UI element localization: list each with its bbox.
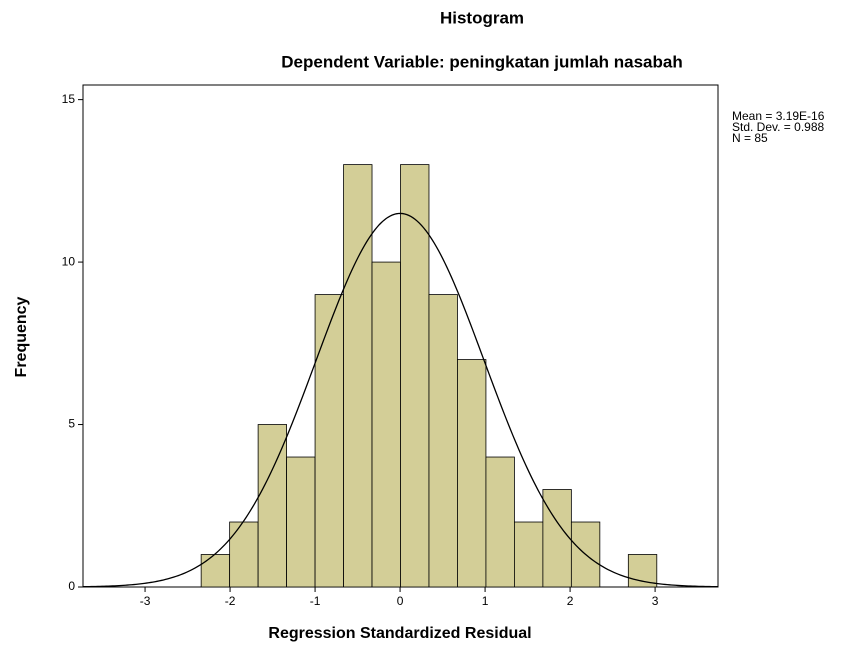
stats-label: N = 85	[732, 131, 768, 145]
stats-label: Mean = 3.19E-16	[732, 109, 825, 123]
y-tick-label: 5	[68, 417, 75, 431]
x-tick-label: -2	[225, 594, 236, 608]
bar	[400, 164, 430, 588]
y-tick-label: 15	[62, 92, 76, 106]
y-tick-label: 0	[68, 579, 75, 593]
x-tick-label: 2	[567, 594, 574, 608]
bar	[200, 554, 231, 588]
bar	[343, 164, 373, 588]
x-tick-label: 3	[652, 594, 659, 608]
x-tick-label: -3	[140, 594, 151, 608]
x-tick-label: -1	[310, 594, 321, 608]
stats-label: Std. Dev. = 0.988	[732, 120, 824, 134]
bar	[314, 294, 344, 588]
bar	[514, 521, 544, 588]
bar	[229, 521, 259, 588]
y-tick-label: 10	[62, 254, 76, 268]
normal-curve	[82, 212, 719, 588]
bar	[457, 359, 487, 588]
bar	[286, 456, 316, 588]
x-tick-label: 0	[397, 594, 404, 608]
bar	[428, 294, 458, 588]
bar	[627, 554, 658, 588]
x-axis-label: Regression Standardized Residual	[268, 625, 531, 642]
bar	[371, 261, 401, 588]
bar	[485, 456, 515, 588]
bar	[257, 424, 287, 588]
x-tick-label: 1	[482, 594, 489, 608]
y-axis-label: Frequency	[13, 296, 30, 377]
chart-subtitle: Dependent Variable: peningkatan jumlah n…	[281, 52, 682, 71]
bar	[542, 489, 572, 588]
chart-title: Histogram	[440, 8, 524, 27]
